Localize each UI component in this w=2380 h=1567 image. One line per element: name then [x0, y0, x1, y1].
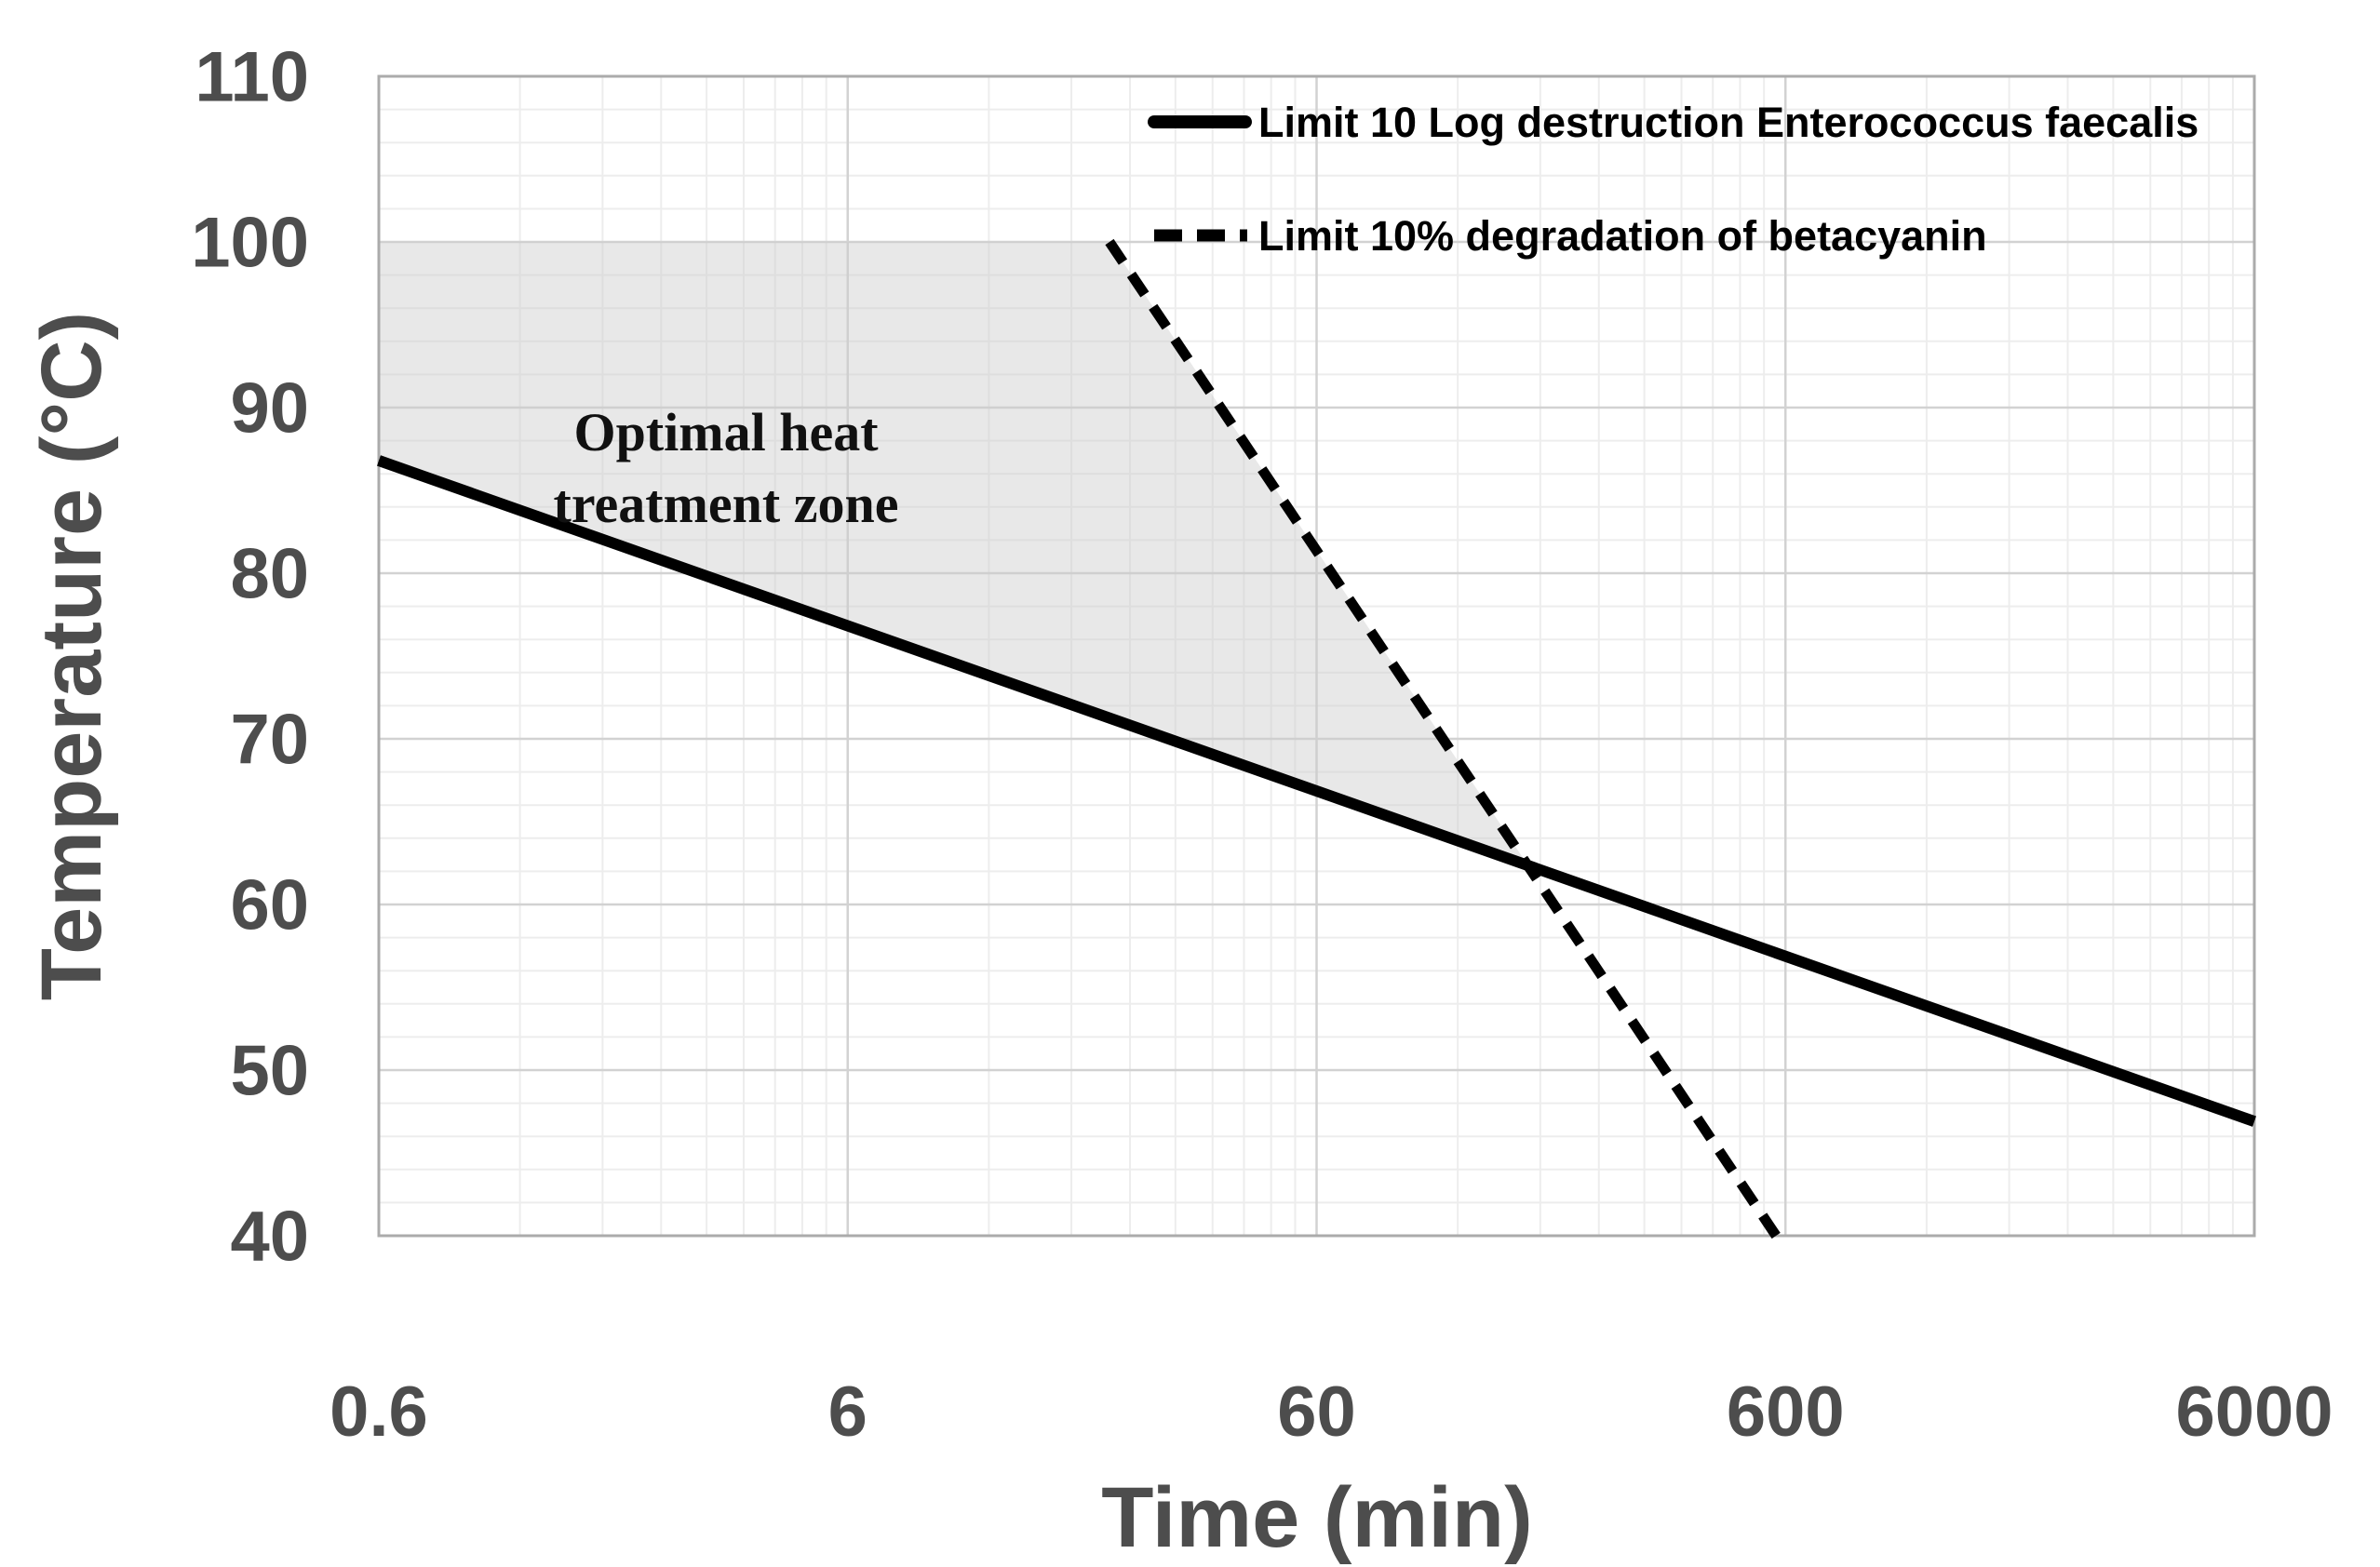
x-tick-label: 60: [1277, 1373, 1356, 1452]
shaded-zone: [379, 242, 1529, 867]
legend-label-enterococcus: Limit 10 Log destruction Enterococcus fa…: [1258, 99, 2198, 146]
y-tick-label: 100: [191, 204, 309, 283]
y-tick-label: 110: [195, 38, 309, 117]
legend-item-betacyanin: Limit 10% degradation of betacyanin: [1154, 212, 1987, 260]
shaded-zone-layer: [379, 242, 1529, 867]
x-tick-label: 600: [1727, 1373, 1845, 1452]
y-axis-title: Temperature (°C): [24, 312, 119, 1001]
zone-label-line-2: treatment zone: [554, 474, 899, 534]
y-tick-label: 70: [230, 701, 309, 780]
y-tick-label: 50: [230, 1032, 309, 1111]
zone-label-line-1: Optimal heat: [573, 402, 879, 462]
x-tick-label: 6000: [2175, 1373, 2333, 1452]
y-axis-tick-labels: 110 100 90 80 70 60 50 40: [191, 38, 309, 1277]
y-tick-label: 90: [230, 369, 309, 449]
x-tick-label: 0.6: [329, 1373, 428, 1452]
legend-item-enterococcus: Limit 10 Log destruction Enterococcus fa…: [1148, 99, 2198, 146]
x-tick-label: 6: [828, 1373, 867, 1452]
y-tick-label: 80: [230, 535, 309, 614]
legend: Limit 10 Log destruction Enterococcus fa…: [1148, 99, 2198, 260]
legend-label-betacyanin: Limit 10% degradation of betacyanin: [1258, 212, 1987, 260]
plot-area-border: [377, 74, 2256, 1238]
y-tick-label: 60: [230, 866, 309, 945]
series-line-0: [377, 455, 2256, 1127]
x-axis-tick-labels: 0.6 6 60 600 6000: [329, 1373, 2333, 1452]
series-lines: [377, 238, 2256, 1239]
x-axis-title: Time (min): [1101, 1470, 1532, 1565]
major-gridlines: [379, 76, 2254, 1236]
series-line-1: [1105, 238, 1781, 1239]
y-tick-label: 40: [230, 1198, 309, 1277]
